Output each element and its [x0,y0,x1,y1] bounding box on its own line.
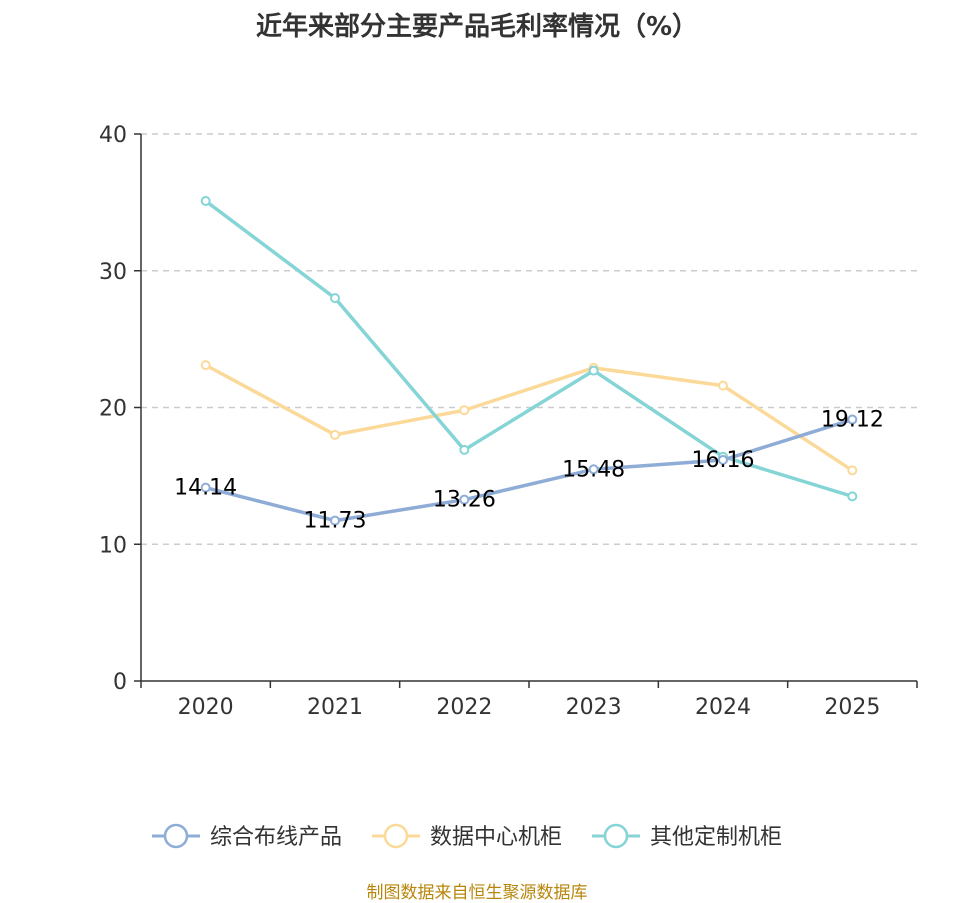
data-point [459,494,470,505]
x-tick-label: 2023 [566,695,622,720]
legend-label: 数据中心机柜 [430,825,562,850]
legend-label: 其他定制机柜 [650,825,782,850]
data-point [459,444,470,455]
y-tick-label: 40 [99,123,127,148]
grid-layer [141,133,917,545]
axis-layer: 0 10 20 30 40 2020 2021 2022 2023 2024 2025 [99,123,918,720]
x-tick-label: 2020 [178,695,234,720]
y-tick-label: 20 [99,397,127,422]
data-point [588,365,599,376]
data-label: 15.48 [562,457,625,482]
legend-item: 数据中心机柜 [372,823,562,850]
legend-swatch-marker [163,823,189,849]
data-point [200,482,211,493]
x-tick-label: 2025 [824,695,880,720]
data-point [588,464,599,475]
legend: 综合布线产品 数据中心机柜 其他定制机柜 [152,823,782,850]
data-label: 19.12 [821,408,884,433]
legend-swatch-marker [383,823,409,849]
data-point [847,414,858,425]
chart-title: 近年来部分主要产品毛利率情况（%） [255,12,699,42]
y-tick-label: 30 [99,260,127,285]
data-point [330,515,340,526]
data-point [200,360,211,371]
x-tick-label: 2021 [307,695,363,720]
series-layer [200,196,858,526]
y-tick-label: 10 [99,533,127,558]
series-line [204,363,854,472]
data-label: 16.16 [692,448,755,473]
legend-item: 其他定制机柜 [592,823,782,850]
source-note: 制图数据来自恒生聚源数据库 [366,883,588,903]
data-point [847,465,858,476]
data-label: 13.26 [433,488,496,513]
y-tick-label: 0 [113,670,127,695]
data-point [847,491,858,502]
data-label: 11.73 [304,509,367,534]
x-tick-label: 2024 [695,695,751,720]
series-line [205,417,853,523]
data-point [459,405,470,416]
data-point [200,196,211,207]
legend-label: 综合布线产品 [210,825,342,850]
legend-swatch-marker [603,823,629,849]
series-line [204,199,853,499]
data-label-layer: 14.14 11.73 13.26 15.48 16.16 19.12 [174,408,884,534]
data-point [330,429,340,440]
data-point [718,380,728,391]
x-tick-label: 2022 [436,695,492,720]
data-point [718,455,728,466]
data-label: 14.14 [174,476,237,501]
legend-item: 综合布线产品 [152,823,342,850]
data-point [330,293,340,304]
